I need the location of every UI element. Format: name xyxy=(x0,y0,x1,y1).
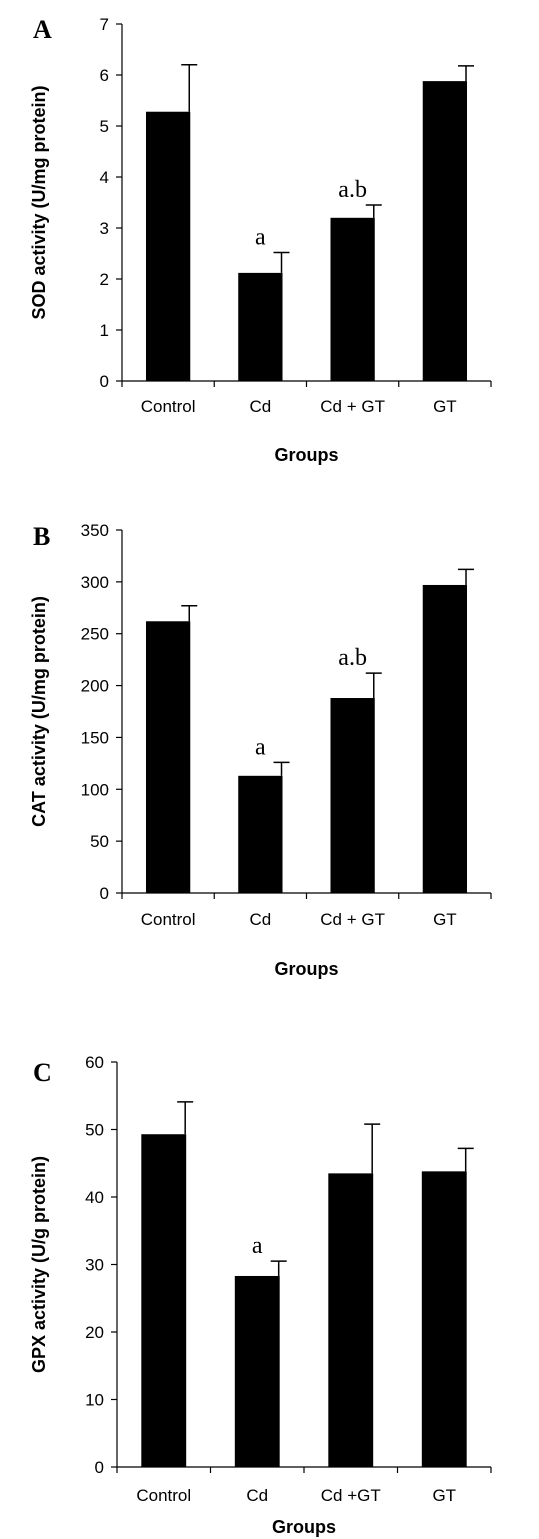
panel-letter: A xyxy=(33,15,52,44)
y-tick-label: 40 xyxy=(85,1188,104,1207)
y-axis-title: CAT activity (U/mg protein) xyxy=(29,596,49,827)
significance-label: a xyxy=(252,1233,263,1259)
significance-label: a xyxy=(255,734,266,760)
y-tick-label: 150 xyxy=(81,728,109,747)
y-tick-label: 50 xyxy=(85,1121,104,1140)
x-axis-title: Groups xyxy=(274,959,338,979)
x-tick-label: Cd xyxy=(246,1486,268,1505)
y-axis-title: SOD activity (U/mg protein) xyxy=(29,85,49,319)
y-tick-label: 4 xyxy=(100,168,109,187)
y-tick-label: 100 xyxy=(81,780,109,799)
y-tick-label: 200 xyxy=(81,677,109,696)
significance-label: a.b xyxy=(338,177,367,203)
x-tick-label: Control xyxy=(141,910,196,929)
panel-letter: B xyxy=(33,522,50,551)
x-tick-label: GT xyxy=(433,910,457,929)
x-tick-label: Cd xyxy=(250,910,272,929)
y-tick-label: 60 xyxy=(85,1053,104,1072)
bar-0 xyxy=(141,1134,187,1467)
bar-2 xyxy=(330,217,375,381)
y-tick-label: 0 xyxy=(100,372,109,391)
chart-panel-c: C 0 10 20 30 40 50 60 Control a Cd Cd +GT GT Groups GP… xyxy=(29,1053,492,1537)
y-tick-label: 7 xyxy=(100,15,109,34)
significance-label: a.b xyxy=(338,645,367,671)
x-tick-label: Cd +GT xyxy=(321,1486,381,1505)
y-tick-label: 350 xyxy=(81,521,109,540)
y-tick-label: 0 xyxy=(100,884,109,903)
bar-3 xyxy=(421,1171,467,1467)
y-tick-label: 10 xyxy=(85,1391,104,1410)
y-tick-label: 0 xyxy=(95,1458,104,1477)
x-tick-label: Cd + GT xyxy=(320,397,385,416)
significance-label: a xyxy=(255,224,266,250)
bar-0 xyxy=(145,111,191,381)
chart-panel-a: A 0 1 2 3 4 5 6 7 Control a Cd a.b Cd + GT GT Groups SOD… xyxy=(29,15,492,465)
y-axis-title: GPX activity (U/g protein) xyxy=(29,1156,49,1373)
y-tick-label: 50 xyxy=(90,832,109,851)
x-axis-title: Groups xyxy=(274,445,338,465)
bar-0 xyxy=(145,621,191,893)
x-tick-label: Cd xyxy=(250,397,272,416)
y-tick-label: 20 xyxy=(85,1323,104,1342)
x-tick-label: Control xyxy=(141,397,196,416)
chart-panel-b: B 0 50 100 150 200 250 300 350 Control a Cd a.b Cd + … xyxy=(29,521,492,979)
bar-1 xyxy=(234,1275,280,1467)
y-tick-label: 5 xyxy=(100,117,109,136)
y-tick-label: 2 xyxy=(100,270,109,289)
x-tick-label: Cd + GT xyxy=(320,910,385,929)
x-tick-label: GT xyxy=(432,1486,456,1505)
bar-2 xyxy=(330,698,375,893)
bar-3 xyxy=(422,81,468,382)
x-axis-title: Groups xyxy=(272,1517,336,1537)
bar-1 xyxy=(238,775,283,893)
y-tick-label: 6 xyxy=(100,66,109,85)
bar-3 xyxy=(422,584,468,893)
y-tick-label: 250 xyxy=(81,625,109,644)
y-tick-label: 3 xyxy=(100,219,109,238)
y-tick-label: 300 xyxy=(81,573,109,592)
y-tick-label: 1 xyxy=(100,321,109,340)
bar-2 xyxy=(328,1173,374,1467)
x-tick-label: Control xyxy=(136,1486,191,1505)
panel-letter: C xyxy=(33,1058,52,1087)
bar-1 xyxy=(238,272,283,381)
x-tick-label: GT xyxy=(433,397,457,416)
y-tick-label: 30 xyxy=(85,1256,104,1275)
